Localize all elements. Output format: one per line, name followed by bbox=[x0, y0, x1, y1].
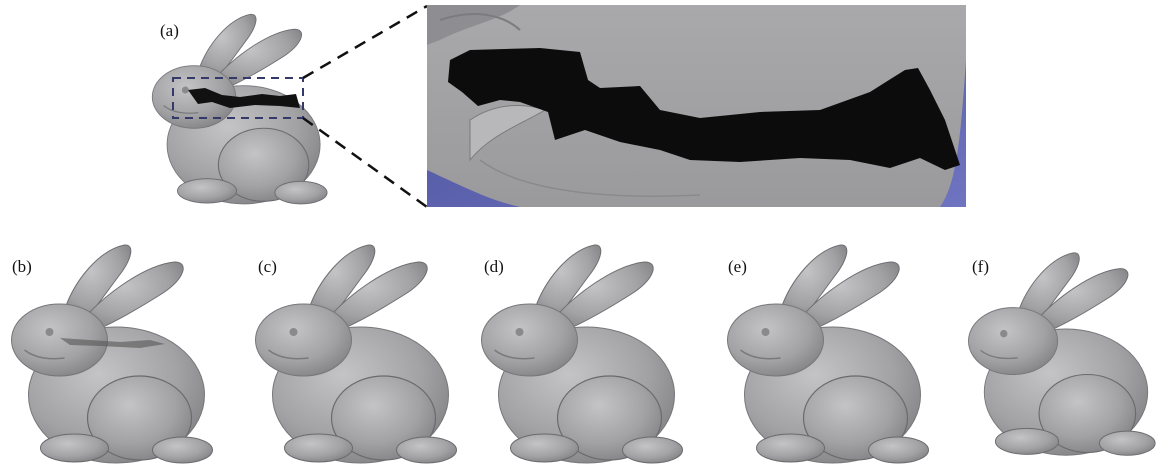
bunny-e bbox=[728, 245, 929, 463]
bunny-b bbox=[12, 245, 213, 463]
panel-label: (f) bbox=[972, 257, 989, 276]
panel-label: (e) bbox=[728, 257, 747, 276]
panel-label: (a) bbox=[160, 21, 179, 40]
zoom-line bbox=[303, 6, 427, 78]
bunny-c bbox=[256, 245, 457, 463]
panel-label: (d) bbox=[484, 257, 504, 276]
figure: (a) (b) (c) (d) (e) (f) bbox=[0, 0, 1158, 475]
panel-label: (c) bbox=[258, 257, 277, 276]
bunny-a bbox=[152, 14, 327, 204]
zoom-inset bbox=[427, 5, 966, 207]
bunny-d bbox=[482, 245, 683, 463]
bunny-f bbox=[969, 253, 1156, 455]
panel-label: (b) bbox=[12, 257, 32, 276]
